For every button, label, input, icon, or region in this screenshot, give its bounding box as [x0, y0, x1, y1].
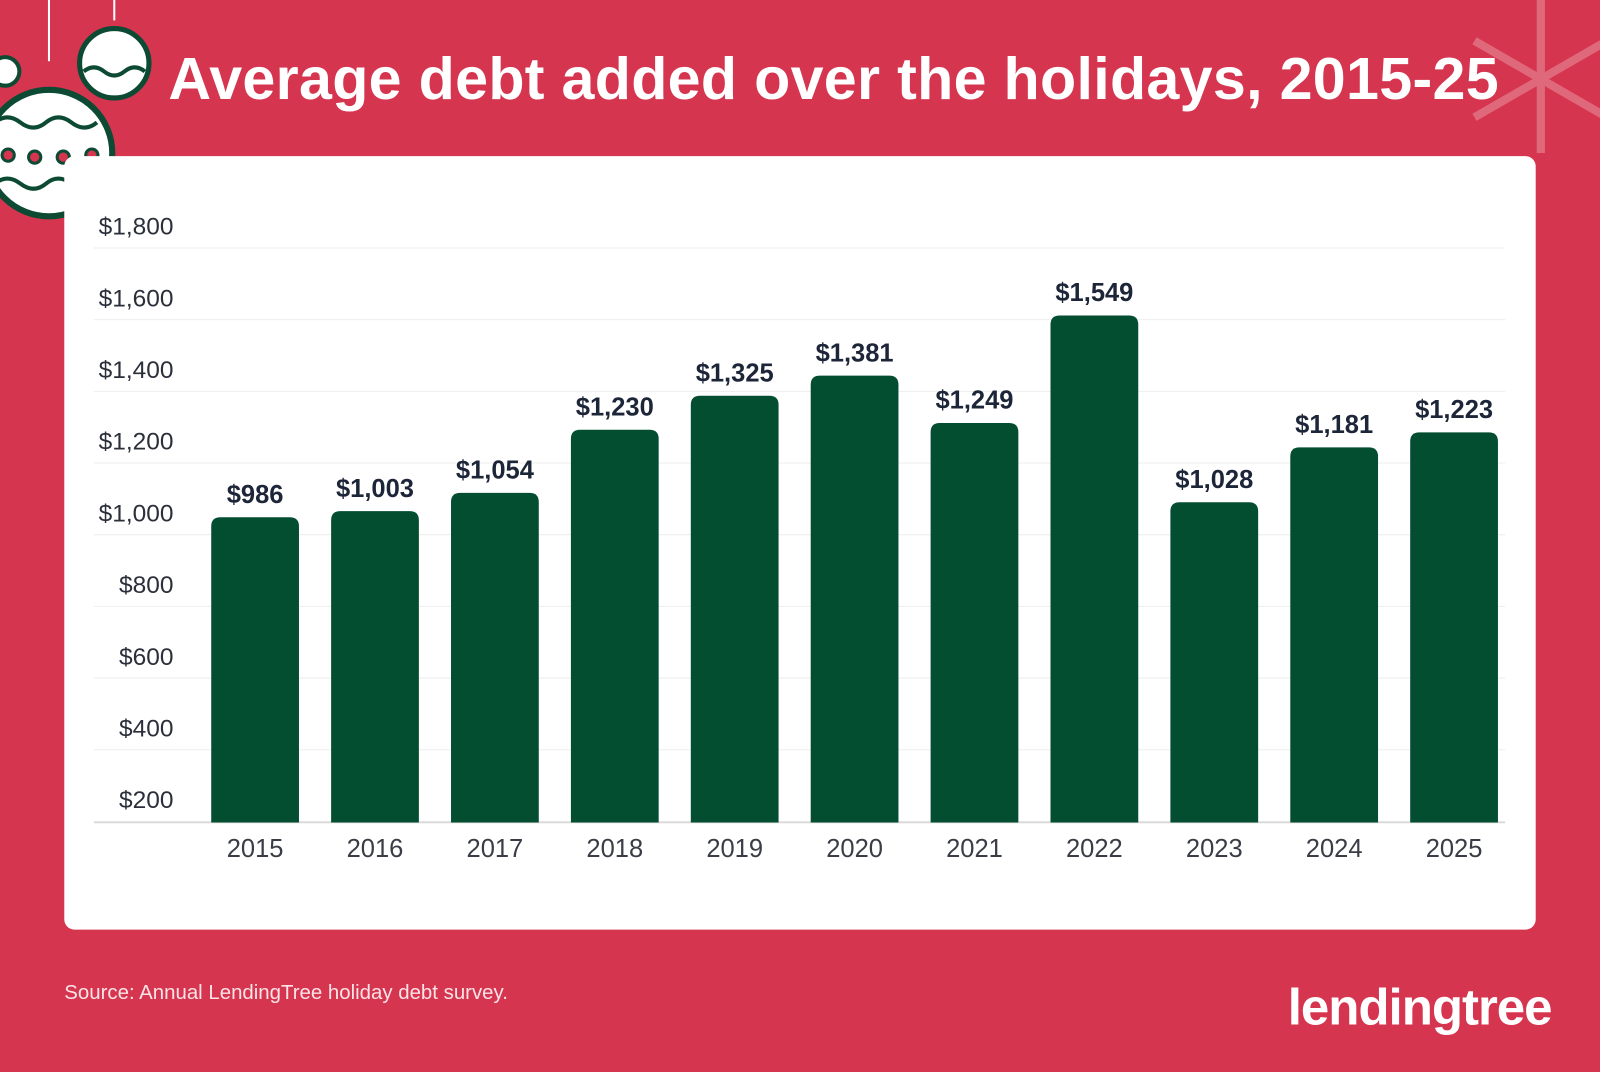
data-label: $1,381	[816, 339, 894, 367]
bar-2024	[1290, 447, 1379, 823]
bar-2017	[451, 492, 539, 823]
chart-title: Average debt added over the holidays, 20…	[168, 45, 1499, 113]
x-tick-label: 2022	[1066, 835, 1123, 863]
bar-2021	[930, 422, 1019, 823]
data-label: $1,230	[576, 394, 654, 422]
data-label: $1,223	[1415, 396, 1493, 424]
bar-2020	[810, 375, 899, 823]
data-label: $986	[227, 481, 284, 509]
data-label: $1,249	[935, 387, 1013, 415]
x-tick-label: 2016	[347, 835, 404, 863]
lendingtree-logo: lendingtree	[1287, 978, 1553, 1036]
data-label: $1,325	[696, 359, 774, 387]
y-tick-label: $1,800	[99, 214, 174, 241]
bar-2018	[570, 429, 659, 823]
y-tick-label: $1,200	[99, 429, 174, 456]
y-tick-label: $1,600	[99, 285, 174, 312]
ornaments-icon	[0, 0, 152, 220]
x-tick-label: 2017	[467, 835, 524, 863]
x-tick-label: 2024	[1306, 835, 1363, 863]
y-tick-label: $200	[119, 787, 173, 814]
data-label: $1,028	[1175, 466, 1253, 494]
x-tick-label: 2025	[1426, 835, 1483, 863]
bar-2022	[1050, 315, 1139, 823]
data-label: $1,181	[1295, 411, 1373, 439]
x-tick-label: 2023	[1186, 835, 1243, 863]
data-label: $1,549	[1055, 279, 1133, 307]
data-label: $1,003	[336, 475, 414, 503]
y-tick-label: $400	[119, 715, 173, 742]
y-tick-label: $800	[119, 572, 173, 599]
y-tick-label: $1,400	[99, 357, 174, 384]
bar-2015	[211, 517, 299, 823]
bar-2023	[1170, 502, 1259, 823]
y-tick-label: $1,000	[99, 500, 174, 527]
x-tick-label: 2021	[946, 835, 1003, 863]
x-tick-label: 2019	[706, 835, 763, 863]
x-tick-label: 2015	[227, 835, 284, 863]
x-tick-label: 2018	[586, 835, 643, 863]
bar-2016	[331, 511, 419, 823]
x-tick-label: 2020	[826, 835, 883, 863]
snowflake-icon	[1472, 0, 1600, 154]
bar-2019	[690, 395, 779, 823]
bar-2025	[1410, 432, 1498, 823]
y-tick-label: $600	[119, 644, 173, 671]
data-label: $1,054	[456, 457, 535, 485]
source-note: Source: Annual LendingTree holiday debt …	[64, 981, 508, 1005]
